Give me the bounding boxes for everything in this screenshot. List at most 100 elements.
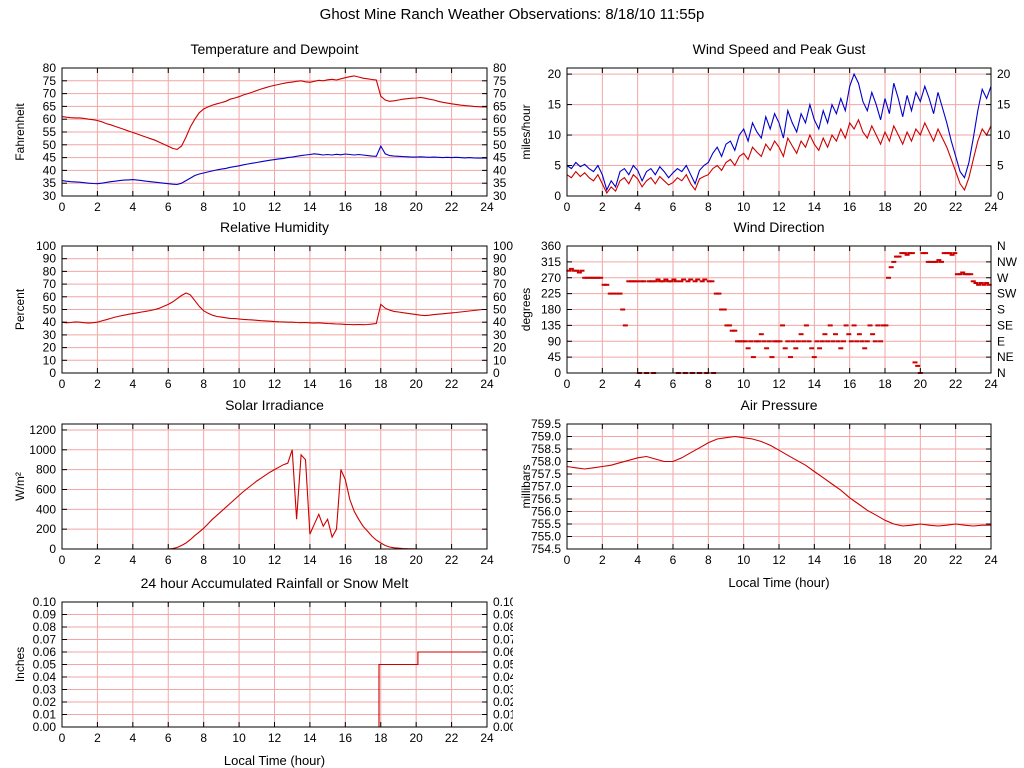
y-tick-label-right: NW <box>997 255 1018 269</box>
y-tick-label-left: 0.00 <box>33 720 57 734</box>
page-title: Ghost Mine Ranch Weather Observations: 8… <box>319 6 705 23</box>
y-tick-label-left: 90 <box>43 252 57 266</box>
y-tick-label-right: 35 <box>493 176 507 190</box>
x-tick-label: 20 <box>409 200 423 214</box>
y-tick-label-right: 0.07 <box>493 633 513 647</box>
x-tick-label: 24 <box>984 200 998 214</box>
x-tick-label: 6 <box>165 553 172 567</box>
series-pressure <box>566 435 991 527</box>
x-tick-label: 0 <box>59 731 66 745</box>
x-tick-label: 2 <box>599 377 606 391</box>
y-tick-label-left: 758.0 <box>531 455 561 469</box>
y-axis-label: degrees <box>519 288 533 331</box>
y-tick-label-left: 30 <box>43 328 57 342</box>
y-tick-label-left: 0 <box>554 189 561 203</box>
x-tick-label: 20 <box>409 731 423 745</box>
x-tick-label: 24 <box>480 200 494 214</box>
x-tick-label: 14 <box>808 377 822 391</box>
x-tick-label: 4 <box>129 200 136 214</box>
x-tick-label: 8 <box>200 731 207 745</box>
chart-title: Air Pressure <box>740 397 817 413</box>
y-tick-label-left: 100 <box>36 239 56 253</box>
x-tick-label: 8 <box>705 377 712 391</box>
y-tick-label-left: 756.0 <box>531 505 561 519</box>
x-tick-label: 22 <box>445 200 459 214</box>
y-tick-label-right: SW <box>997 287 1017 301</box>
series-temperature <box>61 75 487 150</box>
x-tick-label: 8 <box>200 377 207 391</box>
x-tick-label: 24 <box>480 731 494 745</box>
y-axis-label: millibars <box>519 464 533 508</box>
x-tick-label: 24 <box>480 377 494 391</box>
tick-marks <box>61 424 488 550</box>
y-tick-label-left: 40 <box>43 163 57 177</box>
x-tick-label: 10 <box>232 731 246 745</box>
x-tick-label: 20 <box>409 553 423 567</box>
y-tick-label-left: 757.5 <box>531 467 561 481</box>
x-tick-label: 20 <box>914 377 928 391</box>
y-tick-label-right: W <box>997 271 1009 285</box>
y-tick-label-left: 0.05 <box>33 658 57 672</box>
chart-title: Relative Humidity <box>220 219 329 235</box>
chart-title: Wind Direction <box>733 219 824 235</box>
y-tick-label-left: 315 <box>541 255 561 269</box>
x-tick-label: 2 <box>94 200 101 214</box>
y-tick-label-right: 75 <box>493 74 507 88</box>
y-tick-label-right: 0.04 <box>493 670 513 684</box>
x-tick-label: 8 <box>200 200 207 214</box>
x-tick-label: 16 <box>339 200 353 214</box>
y-tick-label-right: 100 <box>493 239 513 253</box>
x-tick-label: 20 <box>914 200 928 214</box>
y-tick-label-left: 15 <box>548 98 562 112</box>
x-axis-label: Local Time (hour) <box>224 753 325 768</box>
x-tick-label: 12 <box>772 377 786 391</box>
y-tick-label-left: 0.06 <box>33 645 57 659</box>
y-tick-label-left: 754.5 <box>531 542 561 556</box>
y-tick-label-right: 30 <box>493 189 507 203</box>
x-tick-label: 16 <box>843 377 857 391</box>
y-tick-label-left: 0.03 <box>33 683 57 697</box>
x-tick-label: 2 <box>94 377 101 391</box>
y-tick-label-left: 600 <box>36 482 56 496</box>
x-tick-label: 6 <box>670 553 677 567</box>
x-tick-label: 24 <box>984 377 998 391</box>
x-tick-label: 12 <box>772 200 786 214</box>
y-tick-label-right: 80 <box>493 61 507 75</box>
x-tick-label: 0 <box>564 377 571 391</box>
x-tick-label: 0 <box>59 200 66 214</box>
y-tick-label-right: 10 <box>997 128 1011 142</box>
x-tick-label: 12 <box>268 200 282 214</box>
tick-marks <box>61 245 488 374</box>
y-tick-label-right: 70 <box>493 87 507 101</box>
x-tick-label: 10 <box>232 200 246 214</box>
x-tick-label: 6 <box>670 200 677 214</box>
x-tick-label: 10 <box>737 553 751 567</box>
x-tick-label: 8 <box>705 200 712 214</box>
y-tick-label-left: 30 <box>43 189 57 203</box>
grid <box>62 602 487 727</box>
x-tick-label: 0 <box>59 377 66 391</box>
x-tick-label: 16 <box>339 731 353 745</box>
x-tick-label: 22 <box>949 377 963 391</box>
x-tick-label: 24 <box>480 553 494 567</box>
y-tick-label-right: 0.05 <box>493 658 513 672</box>
x-tick-label: 2 <box>94 553 101 567</box>
y-axis-label: Fahrenheit <box>13 103 27 161</box>
y-tick-label-left: 759.5 <box>531 417 561 431</box>
y-tick-label-left: 180 <box>541 303 561 317</box>
y-tick-label-right: 15 <box>997 98 1011 112</box>
y-tick-label-left: 45 <box>548 350 562 364</box>
chart-title: Solar Irradiance <box>225 397 324 413</box>
y-tick-label-left: 20 <box>43 341 57 355</box>
chart-rainfall: 0246810121416182022240.000.000.010.010.0… <box>13 575 513 768</box>
chart-title: Wind Speed and Peak Gust <box>693 41 866 57</box>
y-tick-label-left: 200 <box>36 522 56 536</box>
x-tick-label: 6 <box>165 377 172 391</box>
x-tick-label: 14 <box>303 731 317 745</box>
x-tick-label: 18 <box>878 377 892 391</box>
y-tick-label-right: 0.09 <box>493 608 513 622</box>
x-tick-label: 6 <box>165 200 172 214</box>
